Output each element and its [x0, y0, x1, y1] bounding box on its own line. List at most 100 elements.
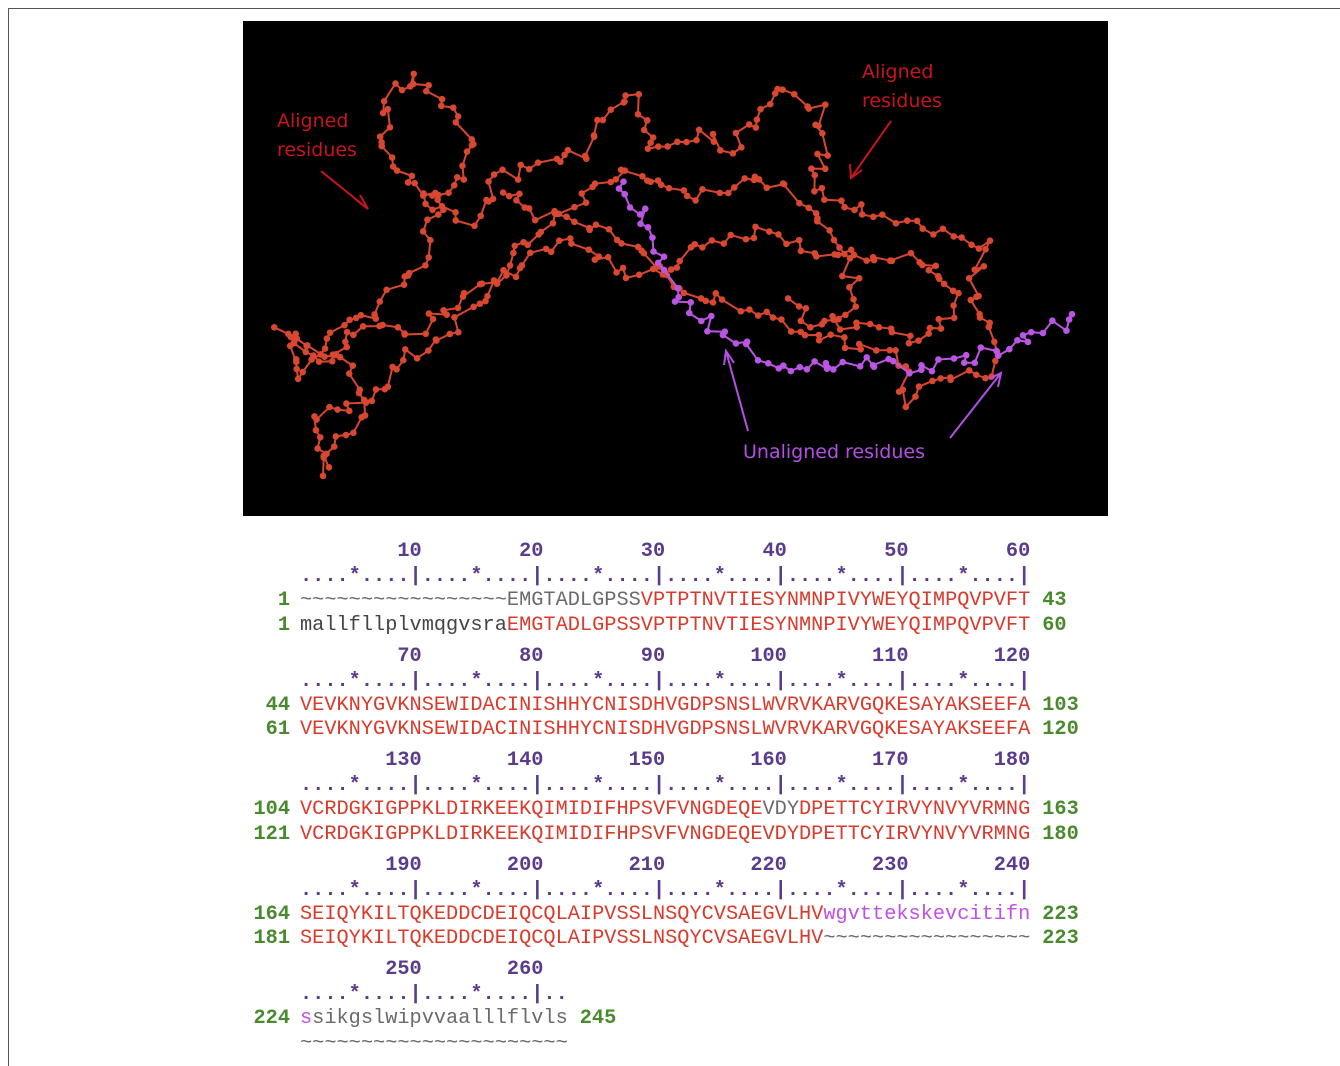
- atom: [590, 132, 598, 139]
- atom: [292, 356, 300, 363]
- atom: [709, 299, 717, 306]
- frame: [8, 8, 1340, 9]
- atom: [779, 86, 786, 93]
- annotation: Aligned: [862, 61, 933, 83]
- sequence-segment: s: [300, 1007, 313, 1030]
- atom: [965, 367, 973, 374]
- ruler-numbers: 10 20 30 40 50 60: [300, 540, 1031, 563]
- atom: [591, 256, 599, 263]
- atom: [368, 397, 376, 405]
- atom: [321, 345, 329, 352]
- atom: [926, 324, 934, 332]
- atom: [913, 217, 921, 225]
- atom: [411, 179, 418, 187]
- atom: [950, 355, 958, 362]
- atom: [591, 180, 599, 187]
- atom: [634, 243, 642, 251]
- atom: [1014, 336, 1021, 344]
- sequence-segment: sikgslwipvvaalllflvls: [312, 1007, 568, 1030]
- ruler-numbers: 130 140 150 160 170 180: [300, 749, 1031, 772]
- atom: [960, 359, 968, 367]
- atom: [665, 184, 673, 192]
- atom: [647, 178, 654, 186]
- atom: [607, 178, 615, 186]
- atom: [592, 221, 600, 228]
- atom: [453, 173, 461, 181]
- atom: [499, 189, 507, 196]
- atom: [742, 235, 750, 243]
- atom: [919, 225, 926, 232]
- atom: [452, 209, 459, 216]
- atom: [847, 246, 855, 254]
- atom: [815, 337, 823, 344]
- atom: [429, 192, 436, 199]
- atom: [757, 105, 764, 113]
- atom: [886, 346, 894, 354]
- atom: [949, 287, 957, 295]
- atom: [345, 370, 353, 377]
- atom: [797, 328, 805, 336]
- atom: [640, 126, 648, 134]
- atom: [425, 347, 432, 354]
- atom: [413, 355, 421, 362]
- atom: [549, 219, 557, 227]
- atom: [342, 431, 350, 439]
- ruler: ....*....|....*....|....*....|....*....|…: [300, 669, 1031, 693]
- atom: [695, 126, 703, 134]
- atom: [841, 250, 848, 258]
- atom: [836, 244, 843, 251]
- atom: [821, 101, 829, 108]
- atom: [542, 245, 550, 253]
- atom: [1024, 338, 1032, 346]
- atom: [905, 339, 913, 347]
- atom: [427, 236, 434, 244]
- atom: [755, 176, 763, 183]
- annotation: residues: [277, 139, 357, 161]
- atom: [381, 385, 389, 393]
- atom: [359, 323, 367, 330]
- atom: [907, 332, 914, 340]
- end-number: 43: [1042, 589, 1067, 612]
- sequence-segment: EMGTADLGPSSVPTPTNVTIESYNMNPIVYWEYQIMPQVP…: [506, 613, 1031, 637]
- atom: [290, 339, 298, 347]
- atom: [626, 204, 634, 211]
- atom: [637, 220, 644, 228]
- atom: [692, 197, 699, 204]
- atom: [557, 158, 564, 166]
- atom: [400, 281, 408, 288]
- atom: [850, 295, 857, 303]
- atom: [826, 227, 833, 234]
- atom: [675, 293, 683, 301]
- atom: [493, 279, 501, 286]
- atom: [643, 117, 651, 124]
- atom: [902, 403, 910, 411]
- atom: [875, 324, 883, 331]
- atom: [765, 228, 773, 235]
- sequence-segment: VEVKNYGVKNSEWIDACINISHHYCNISDHVGDPSNSLWV…: [300, 693, 1031, 717]
- atom: [312, 426, 320, 434]
- atom: [399, 356, 407, 364]
- arrowhead: [988, 371, 1003, 388]
- atom: [841, 203, 848, 211]
- atom: [514, 176, 522, 183]
- atom: [372, 386, 380, 393]
- atom: [636, 211, 644, 218]
- atom: [405, 269, 413, 277]
- atom: [718, 296, 726, 303]
- atom: [742, 340, 750, 348]
- atom: [535, 231, 542, 238]
- atom: [622, 274, 630, 282]
- atom: [719, 331, 727, 339]
- atom: [737, 307, 745, 315]
- atom: [704, 327, 711, 335]
- atom: [823, 365, 831, 373]
- atom: [520, 238, 527, 246]
- atom: [420, 190, 427, 197]
- atom: [660, 266, 668, 274]
- atom: [797, 247, 805, 255]
- atom: [357, 311, 365, 319]
- atom: [766, 100, 774, 108]
- start-number: 121: [253, 822, 290, 846]
- atom: [429, 206, 436, 214]
- atom: [808, 165, 815, 172]
